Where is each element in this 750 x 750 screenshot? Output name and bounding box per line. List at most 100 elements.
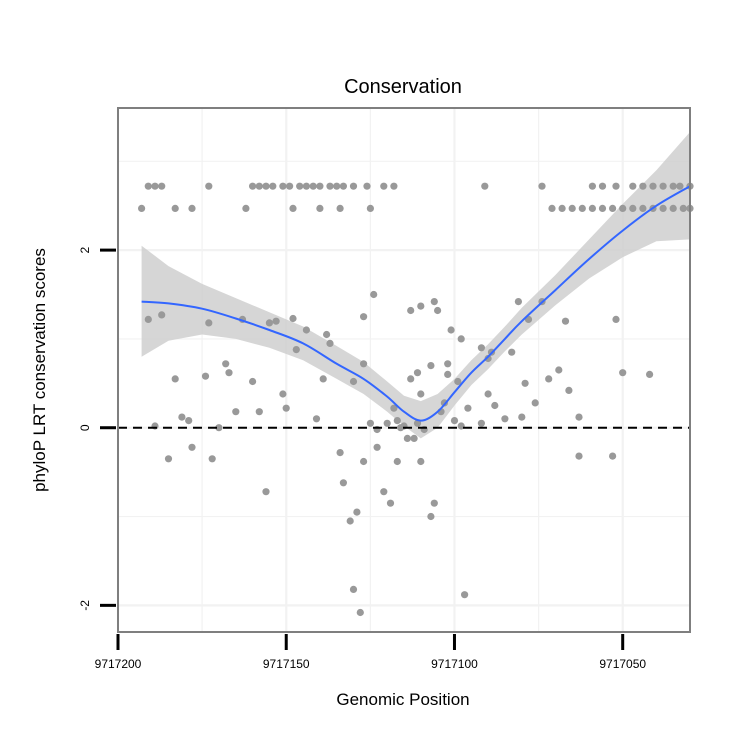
data-point <box>339 182 347 190</box>
data-point <box>316 182 324 190</box>
data-point <box>279 390 287 398</box>
data-point <box>185 417 193 425</box>
data-point <box>639 204 647 212</box>
data-point <box>669 204 677 212</box>
data-point <box>339 479 347 487</box>
data-point <box>629 204 637 212</box>
data-point <box>393 457 401 466</box>
data-point <box>427 512 435 521</box>
data-point <box>397 424 405 432</box>
data-point <box>612 315 620 323</box>
data-point <box>360 313 368 321</box>
data-point <box>201 372 210 380</box>
data-point <box>521 379 529 387</box>
data-point <box>669 182 677 190</box>
data-point <box>205 319 213 327</box>
data-point <box>629 182 637 190</box>
data-point <box>282 404 290 412</box>
data-point <box>514 298 523 306</box>
x-tick-label: 9717200 <box>95 657 142 671</box>
smooth-trend-line <box>141 185 691 422</box>
panel-background <box>118 108 690 632</box>
data-point <box>144 182 152 190</box>
data-point <box>417 302 425 310</box>
data-point <box>457 335 465 343</box>
data-point <box>215 424 223 432</box>
data-point <box>370 290 378 299</box>
data-point <box>518 413 526 421</box>
data-point <box>349 377 358 386</box>
data-point <box>323 330 331 339</box>
data-point <box>413 419 422 427</box>
data-point <box>390 404 398 412</box>
data-point <box>561 317 570 325</box>
data-point <box>565 386 573 394</box>
data-point <box>188 443 196 451</box>
data-point <box>279 182 287 190</box>
data-point <box>413 369 422 377</box>
data-point <box>262 182 270 190</box>
data-point <box>545 375 553 383</box>
data-point <box>417 457 425 466</box>
data-point <box>430 298 438 306</box>
data-point <box>477 344 485 352</box>
x-tick-label: 9717100 <box>431 657 478 671</box>
data-point <box>609 452 617 460</box>
data-point <box>144 315 152 323</box>
data-point <box>302 182 310 190</box>
data-point <box>302 326 310 334</box>
data-point <box>292 346 300 354</box>
data-point <box>538 182 546 190</box>
y-axis-label: phyloP LRT conservation scores <box>30 248 49 492</box>
data-point <box>407 306 415 315</box>
confidence-band <box>141 132 691 439</box>
y-tick-label: 0 <box>78 424 92 431</box>
data-point <box>178 413 186 421</box>
data-point <box>349 585 358 594</box>
data-point <box>360 360 368 368</box>
data-point <box>349 182 358 190</box>
data-point <box>491 401 499 410</box>
data-point <box>639 182 647 190</box>
data-point <box>319 375 327 383</box>
data-point <box>477 419 485 427</box>
x-tick-label: 9717050 <box>599 657 646 671</box>
data-point <box>265 319 273 327</box>
data-point <box>484 390 492 398</box>
data-point <box>410 434 418 442</box>
data-point <box>336 449 344 457</box>
data-point <box>598 182 607 190</box>
data-point <box>312 415 321 423</box>
data-point <box>407 375 415 383</box>
data-point <box>249 182 257 190</box>
data-point <box>242 204 250 212</box>
data-point <box>447 326 455 334</box>
data-point <box>316 204 324 212</box>
data-point <box>380 182 388 190</box>
data-point <box>575 413 583 421</box>
data-point <box>588 204 597 212</box>
data-point <box>444 370 452 378</box>
data-point <box>454 377 462 386</box>
data-point <box>225 369 233 377</box>
chart-title: Conservation <box>344 76 462 98</box>
data-point <box>386 499 395 507</box>
x-axis-label: Genomic Position <box>336 690 469 709</box>
data-point <box>612 182 620 190</box>
data-point <box>255 182 263 190</box>
data-point <box>461 591 469 599</box>
data-point <box>609 204 617 212</box>
data-point <box>296 182 304 190</box>
data-point <box>464 404 472 412</box>
data-point <box>326 339 334 347</box>
data-point <box>501 415 509 423</box>
data-point <box>309 182 317 190</box>
data-point <box>205 182 213 190</box>
data-point <box>450 417 459 425</box>
plot-panel <box>116 107 694 633</box>
data-point <box>548 204 556 212</box>
data-point <box>434 306 442 315</box>
data-point <box>363 182 371 190</box>
data-point <box>326 182 334 190</box>
